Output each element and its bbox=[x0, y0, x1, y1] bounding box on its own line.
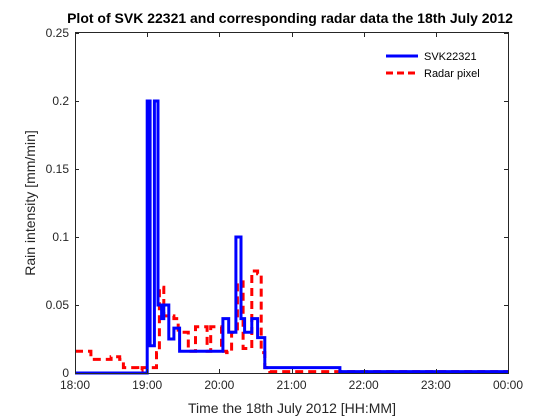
axes-layer bbox=[75, 32, 509, 374]
x-tick-label: 23:00 bbox=[421, 378, 451, 392]
y-axis-ticks: 0 0.05 0.1 0.15 0.2 0.25 bbox=[46, 26, 508, 380]
y-axis-label: Rain intensity [mm/min] bbox=[22, 130, 38, 275]
legend-label-svk22321: SVK22321 bbox=[424, 51, 477, 63]
y-tick-label: 0.25 bbox=[46, 26, 70, 40]
y-tick-label: 0.15 bbox=[46, 162, 70, 176]
x-axis-ticks: 18:00 19:00 20:00 21:00 22:00 23:00 00:00 bbox=[60, 33, 523, 392]
series-line-radar-pixel bbox=[75, 269, 508, 374]
x-tick-label: 20:00 bbox=[204, 378, 234, 392]
y-tick-label: 0.2 bbox=[52, 94, 69, 108]
plot-background bbox=[75, 32, 509, 374]
legend: SVK22321 Radar pixel bbox=[378, 44, 502, 82]
x-tick-label: 00:00 bbox=[493, 378, 523, 392]
series-line-svk22321 bbox=[75, 99, 508, 375]
legend-box bbox=[378, 44, 502, 82]
chart-title: Plot of SVK 22321 and corresponding rada… bbox=[67, 10, 513, 26]
x-axis-label: Time the 18th July 2012 [HH:MM] bbox=[188, 400, 396, 416]
y-tick-label: 0 bbox=[62, 366, 69, 380]
x-tick-label: 22:00 bbox=[349, 378, 379, 392]
y-tick-label: 0.05 bbox=[46, 298, 70, 312]
series-layer bbox=[75, 99, 508, 375]
legend-label-radar-pixel: Radar pixel bbox=[424, 68, 480, 80]
x-tick-label: 19:00 bbox=[132, 378, 162, 392]
y-tick-label: 0.1 bbox=[52, 230, 69, 244]
x-tick-label: 21:00 bbox=[276, 378, 306, 392]
x-tick-label: 18:00 bbox=[60, 378, 90, 392]
plot-box bbox=[75, 32, 509, 374]
